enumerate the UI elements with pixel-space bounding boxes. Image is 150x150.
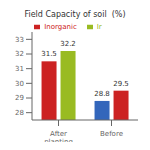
svg-text:30: 30 (15, 80, 24, 88)
svg-text:31: 31 (15, 65, 24, 73)
html-text:Ir: Ir (96, 23, 102, 31)
svg-text:Before: Before (100, 130, 123, 138)
svg-text:32: 32 (15, 50, 24, 58)
svg-text:28.8: 28.8 (94, 90, 110, 98)
svg-text:29.5: 29.5 (113, 80, 129, 88)
svg-text:Afterplanting: Afterplanting (44, 130, 73, 142)
svg-text:28: 28 (15, 109, 24, 117)
svg-text:31.5: 31.5 (41, 50, 57, 58)
svg-text:29: 29 (15, 94, 24, 102)
html-text:Inorganic: Inorganic (44, 23, 77, 31)
html-text:Field Capacity of soil (%): Field Capacity of soil (%) (24, 10, 126, 19)
svg-text:33: 33 (15, 36, 24, 44)
svg-text:32.2: 32.2 (60, 40, 76, 48)
